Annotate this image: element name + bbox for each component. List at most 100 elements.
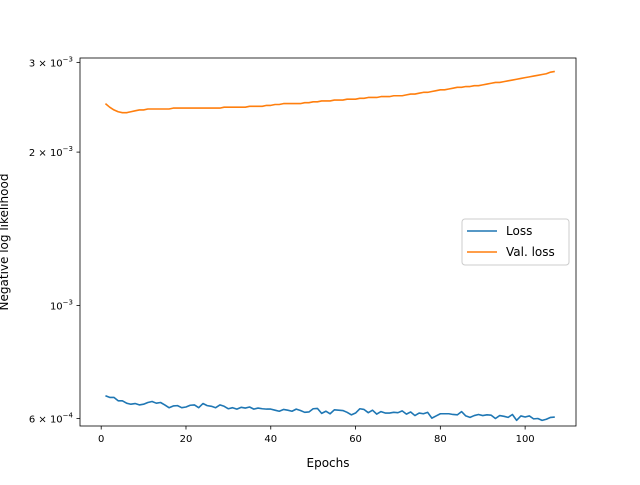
data-point-val-loss <box>130 111 132 113</box>
data-point-val-loss <box>469 86 471 88</box>
data-point-loss <box>465 415 467 417</box>
data-point-loss <box>283 409 285 411</box>
data-point-val-loss <box>512 79 514 81</box>
data-point-loss <box>134 403 136 405</box>
series-layer <box>104 70 556 422</box>
data-point-val-loss <box>457 87 459 89</box>
data-point-val-loss <box>389 96 391 98</box>
y-tick-label: 6 × 10−4 <box>29 411 74 425</box>
data-point-val-loss <box>503 81 505 83</box>
data-point-val-loss <box>278 104 280 106</box>
data-point-val-loss <box>448 88 450 90</box>
data-point-loss <box>541 420 543 422</box>
data-point-val-loss <box>372 97 374 99</box>
data-point-loss <box>338 409 340 411</box>
data-point-loss <box>329 413 331 415</box>
data-point-val-loss <box>384 96 386 98</box>
data-point-val-loss <box>435 90 437 92</box>
x-tick-label: 20 <box>180 434 193 445</box>
data-point-loss <box>143 403 145 405</box>
data-point-loss <box>384 412 386 414</box>
data-point-loss <box>452 414 454 416</box>
data-point-loss <box>537 418 539 420</box>
data-point-loss <box>499 415 501 417</box>
data-point-val-loss <box>151 108 153 110</box>
data-point-loss <box>516 420 518 422</box>
data-point-loss <box>503 416 505 418</box>
data-point-loss <box>223 406 225 408</box>
data-point-loss <box>342 410 344 412</box>
data-point-loss <box>274 409 276 411</box>
data-point-loss <box>130 403 132 405</box>
data-point-loss <box>418 412 420 414</box>
data-point-loss <box>215 407 217 409</box>
data-point-val-loss <box>359 98 361 100</box>
data-point-val-loss <box>376 97 378 99</box>
data-point-loss <box>194 404 196 406</box>
data-point-val-loss <box>185 107 187 109</box>
data-point-val-loss <box>410 93 412 95</box>
data-point-val-loss <box>300 103 302 105</box>
data-point-val-loss <box>308 102 310 104</box>
data-point-val-loss <box>287 103 289 105</box>
data-point-loss <box>524 416 526 418</box>
data-point-loss <box>473 415 475 417</box>
data-point-val-loss <box>478 85 480 87</box>
data-point-val-loss <box>168 108 170 110</box>
data-point-loss <box>202 403 204 405</box>
data-point-val-loss <box>342 99 344 101</box>
data-point-loss <box>406 413 408 415</box>
data-point-loss <box>444 413 446 415</box>
data-point-val-loss <box>465 86 467 88</box>
legend-label-loss: Loss <box>506 224 532 238</box>
plot-frame <box>79 57 577 427</box>
data-point-val-loss <box>524 77 526 79</box>
data-point-loss <box>122 400 124 402</box>
data-point-loss <box>554 416 556 418</box>
data-point-loss <box>287 409 289 411</box>
data-point-val-loss <box>461 87 463 89</box>
legend: Loss Val. loss <box>461 218 570 266</box>
data-point-loss <box>520 415 522 417</box>
data-point-val-loss <box>423 92 425 94</box>
data-point-val-loss <box>126 112 128 114</box>
data-point-loss <box>397 412 399 414</box>
data-point-val-loss <box>520 78 522 80</box>
data-point-loss <box>295 408 297 410</box>
data-point-loss <box>198 407 200 409</box>
data-point-loss <box>435 415 437 417</box>
data-point-val-loss <box>414 93 416 95</box>
data-point-loss <box>312 408 314 410</box>
y-axis-label: Negative log likelihood <box>0 174 11 311</box>
data-point-val-loss <box>181 107 183 109</box>
data-point-loss <box>414 415 416 417</box>
data-point-val-loss <box>482 84 484 86</box>
data-point-val-loss <box>541 74 543 76</box>
data-point-val-loss <box>172 107 174 109</box>
data-point-val-loss <box>363 98 365 100</box>
data-point-loss <box>410 411 412 413</box>
data-point-val-loss <box>393 95 395 97</box>
x-tick-label: 60 <box>349 434 362 445</box>
data-point-loss <box>206 405 208 407</box>
x-tick-label: 80 <box>434 434 447 445</box>
data-point-loss <box>334 409 336 411</box>
data-point-val-loss <box>546 73 548 75</box>
data-point-val-loss <box>266 105 268 107</box>
data-point-val-loss <box>529 76 531 78</box>
data-point-loss <box>321 413 323 415</box>
data-point-loss <box>117 400 119 402</box>
data-point-val-loss <box>507 80 509 82</box>
data-point-loss <box>359 408 361 410</box>
data-point-val-loss <box>249 105 251 107</box>
data-point-val-loss <box>113 109 115 111</box>
data-point-val-loss <box>351 98 353 100</box>
data-point-loss <box>105 395 107 397</box>
data-point-loss <box>529 415 531 417</box>
data-point-val-loss <box>295 103 297 105</box>
data-point-val-loss <box>223 106 225 108</box>
data-point-val-loss <box>219 107 221 109</box>
data-point-val-loss <box>270 105 272 107</box>
data-point-val-loss <box>228 106 230 108</box>
data-point-loss <box>325 410 327 412</box>
